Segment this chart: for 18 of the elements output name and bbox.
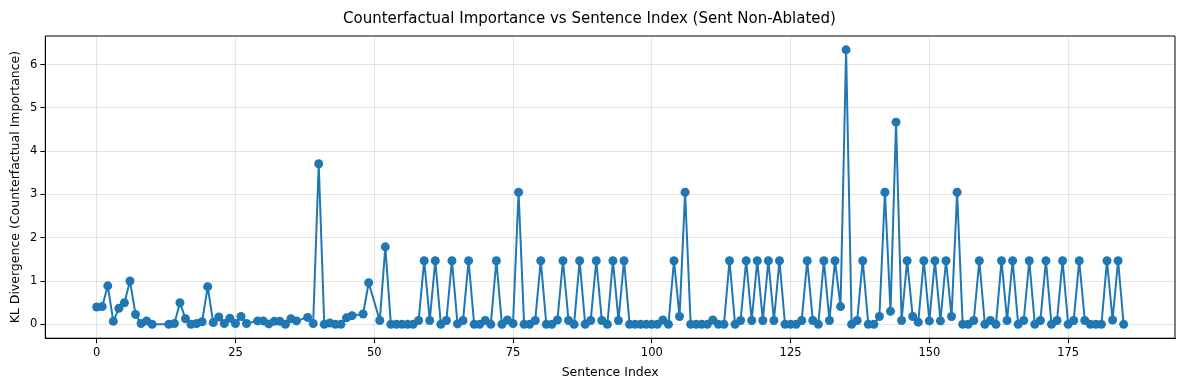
y-tick-label: 5 — [29, 99, 38, 114]
x-tick-label: 150 — [918, 345, 941, 360]
x-tick-label: 50 — [366, 345, 382, 360]
y-tick-label: 3 — [29, 186, 38, 201]
y-tick-label: 6 — [29, 56, 38, 71]
x-tick-label: 0 — [93, 345, 101, 360]
x-tick-label: 100 — [640, 345, 663, 360]
y-tick-label: 0 — [29, 316, 38, 331]
y-tick-label: 4 — [29, 143, 38, 158]
y-tick-label: 1 — [29, 273, 38, 288]
chart-title: Counterfactual Importance vs Sentence Index (Sent Non-Ablated) — [343, 8, 836, 27]
x-tick-label: 75 — [505, 345, 521, 360]
y-axis-title: KL Divergence (Counterfactual Importance) — [6, 50, 22, 324]
x-axis-title: Sentence Index — [561, 363, 659, 379]
x-tick-label: 125 — [779, 345, 802, 360]
x-tick-label: 175 — [1057, 345, 1080, 360]
y-tick-label: 2 — [29, 229, 38, 244]
x-tick-label: 25 — [228, 345, 243, 360]
